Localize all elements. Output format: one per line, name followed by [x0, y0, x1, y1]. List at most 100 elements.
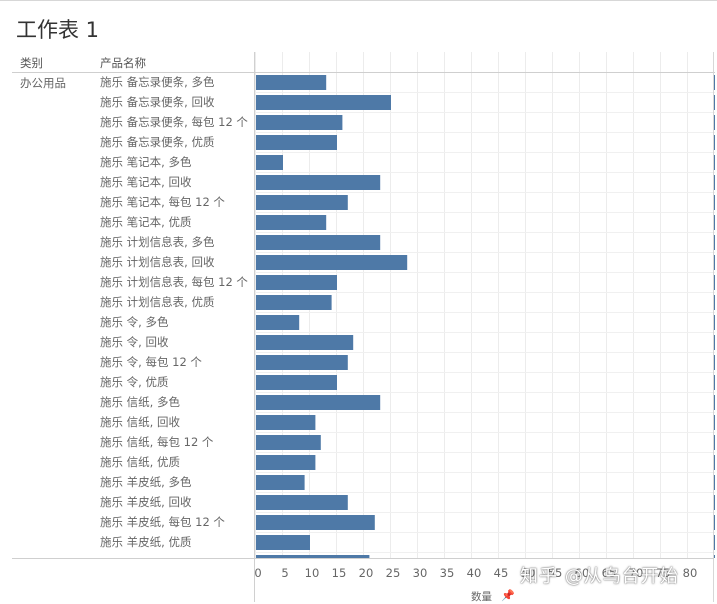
bar-edge-marker: [713, 435, 715, 450]
x-axis-area: 0 5 10 15 20 25 30 35 40 45 50 55 60 65 70 75 80 数量 📌: [0, 558, 717, 603]
bar[interactable]: [256, 235, 381, 250]
bar-edge-marker: [713, 515, 715, 530]
pin-icon[interactable]: 📌: [501, 589, 515, 602]
bar-edge-marker: [713, 375, 715, 390]
bar[interactable]: [256, 275, 337, 290]
right-border: [713, 52, 714, 602]
bar[interactable]: [256, 495, 348, 510]
row-label-pane: 办公用品 施乐 备忘录便条, 多色 施乐 备忘录便条, 回收施乐 备忘录便条, 每…: [0, 72, 254, 558]
bar[interactable]: [256, 155, 283, 170]
bar[interactable]: [256, 335, 354, 350]
bar-edge-marker: [713, 175, 715, 190]
product-label[interactable]: 施乐 令, 优质: [100, 375, 169, 389]
bar-edge-marker: [713, 495, 715, 510]
bar[interactable]: [256, 455, 316, 470]
product-label[interactable]: 施乐 羊皮纸, 回收: [100, 495, 192, 509]
bar[interactable]: [256, 355, 348, 370]
bar-edge-marker: [713, 415, 715, 430]
bar[interactable]: [256, 535, 310, 550]
product-label[interactable]: 施乐 笔记本, 回收: [100, 175, 192, 189]
x-tick-label: 75: [655, 566, 671, 580]
bar-edge-marker: [713, 275, 715, 290]
product-label[interactable]: 施乐 备忘录便条, 回收: [100, 95, 215, 109]
bar[interactable]: [256, 295, 332, 310]
x-axis-title[interactable]: 数量: [471, 591, 492, 603]
x-tick-label: 15: [331, 566, 347, 580]
bar[interactable]: [256, 395, 381, 410]
x-tick-label: 40: [466, 566, 482, 580]
category-column-header[interactable]: 类别: [20, 56, 43, 70]
bar[interactable]: [256, 115, 343, 130]
product-label[interactable]: 施乐 计划信息表, 多色: [100, 235, 215, 249]
x-tick-label: 70: [628, 566, 644, 580]
bar-edge-marker: [713, 335, 715, 350]
top-border: [0, 0, 717, 1]
product-label[interactable]: 施乐 信纸, 回收: [100, 415, 180, 429]
bar-edge-marker: [713, 95, 715, 110]
bar[interactable]: [256, 215, 327, 230]
bar[interactable]: [256, 555, 370, 558]
category-label[interactable]: 办公用品: [20, 76, 66, 90]
product-label[interactable]: 施乐 计划信息表, 优质: [100, 295, 215, 309]
bar-edge-marker: [713, 355, 715, 370]
x-tick-label: 60: [574, 566, 590, 580]
bar[interactable]: [256, 135, 337, 150]
bar-chart: [255, 52, 715, 558]
product-label[interactable]: 施乐 笔记本, 多色: [100, 155, 192, 169]
x-tick-label: 35: [439, 566, 455, 580]
x-tick-label: 45: [493, 566, 509, 580]
bar[interactable]: [256, 375, 337, 390]
header-divider: [12, 72, 255, 73]
x-tick-label: 80: [682, 566, 698, 580]
bar-edge-marker: [713, 155, 715, 170]
product-label[interactable]: 施乐 计划信息表, 回收: [100, 255, 215, 269]
chart-plot-area: [254, 52, 715, 558]
x-tick-label: 30: [412, 566, 428, 580]
product-label[interactable]: 施乐 令, 回收: [100, 335, 169, 349]
bar-edge-marker: [713, 475, 715, 490]
bar[interactable]: [256, 75, 327, 90]
bar[interactable]: [256, 315, 300, 330]
x-axis-vertical-divider: [254, 558, 255, 602]
product-label[interactable]: 施乐 羊皮纸, 每包 12 个: [100, 515, 225, 529]
product-label[interactable]: 施乐 信纸, 多色: [100, 395, 180, 409]
bar-edge-marker: [713, 555, 715, 558]
product-label[interactable]: 施乐 备忘录便条, 优质: [100, 135, 215, 149]
bar[interactable]: [256, 175, 381, 190]
product-label[interactable]: 施乐 笔记本, 优质: [100, 215, 192, 229]
bar[interactable]: [256, 195, 348, 210]
x-tick-label: 20: [358, 566, 374, 580]
product-label[interactable]: 施乐 令, 每包 12 个: [100, 355, 202, 369]
bar-edge-marker: [713, 235, 715, 250]
x-tick-label: 0: [254, 566, 262, 580]
product-label[interactable]: 施乐 羊皮纸, 优质: [100, 535, 192, 549]
x-axis-line: [254, 558, 714, 559]
product-label[interactable]: 施乐 令, 多色: [100, 315, 169, 329]
bar[interactable]: [256, 95, 391, 110]
x-tick-label: 5: [281, 566, 289, 580]
bar-edge-marker: [713, 295, 715, 310]
x-tick-label: 55: [547, 566, 563, 580]
column-header-row: 类别 产品名称: [12, 52, 252, 72]
product-label[interactable]: 施乐 笔记本, 每包 12 个: [100, 195, 225, 209]
product-label[interactable]: 施乐 备忘录便条, 每包 12 个: [100, 115, 248, 129]
product-label[interactable]: 施乐 计划信息表, 每包 12 个: [100, 275, 248, 289]
x-tick-label: 25: [385, 566, 401, 580]
bar[interactable]: [256, 515, 375, 530]
product-label[interactable]: 施乐 备忘录便条, 多色: [100, 75, 215, 89]
product-label[interactable]: 施乐 信纸, 优质: [100, 455, 180, 469]
axis-divider-left: [12, 558, 255, 559]
bar-edge-marker: [713, 535, 715, 550]
bar[interactable]: [256, 475, 305, 490]
bar-edge-marker: [713, 455, 715, 470]
bar-edge-marker: [713, 115, 715, 130]
bar[interactable]: [256, 255, 408, 270]
product-label[interactable]: 施乐 信纸, 每包 12 个: [100, 435, 214, 449]
product-column-header[interactable]: 产品名称: [100, 56, 146, 70]
x-tick-label: 65: [601, 566, 617, 580]
bar[interactable]: [256, 415, 316, 430]
bar-edge-marker: [713, 395, 715, 410]
product-label[interactable]: 施乐 羊皮纸, 多色: [100, 475, 192, 489]
bar-edge-marker: [713, 255, 715, 270]
bar[interactable]: [256, 435, 321, 450]
